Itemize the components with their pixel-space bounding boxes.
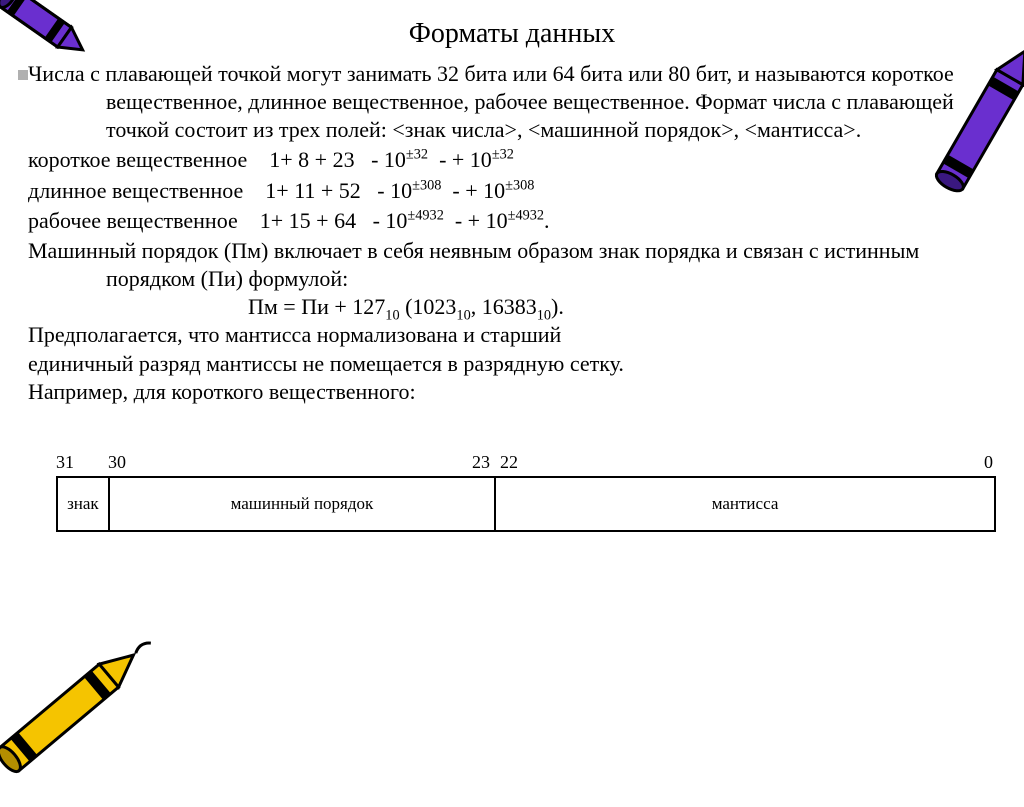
bit-field: машинный порядок [110, 478, 496, 530]
formula-mid1: (1023 [400, 294, 457, 319]
bit-index: 23 [472, 452, 490, 473]
format-range-hi: - + 10 [455, 208, 508, 233]
format-rows: короткое вещественное 1+ 8 + 23 - 10±32 … [28, 146, 996, 234]
format-name: длинное вещественное [28, 178, 243, 203]
format-range-hi: - + 10 [452, 178, 505, 203]
bit-index: 30 [108, 452, 126, 473]
bit-index: 0 [984, 452, 993, 473]
tail-line-2: Например, для короткого вещественного: [28, 378, 996, 406]
slide-title: Форматы данных [28, 18, 996, 50]
format-range-lo: - 10 [377, 178, 412, 203]
bit-field: мантисса [496, 478, 994, 530]
format-name: короткое вещественное [28, 147, 247, 172]
format-name: рабочее вещественное [28, 208, 238, 233]
format-exp-lo: ±4932 [407, 207, 443, 223]
formula-mid2: , 16383 [471, 294, 537, 319]
format-bits: 1+ 8 + 23 [269, 147, 354, 172]
format-exp-hi: ±308 [505, 177, 534, 193]
format-row: длинное вещественное 1+ 11 + 52 - 10±308… [28, 177, 996, 205]
formula-suf: ). [551, 294, 564, 319]
format-exp-lo: ±32 [406, 147, 428, 163]
bit-field-box: знакмашинный порядокмантисса [56, 476, 996, 532]
bit-index: 22 [500, 452, 518, 473]
format-bits: 1+ 11 + 52 [265, 178, 361, 203]
slide-content: Форматы данных Числа с плавающей точкой … [0, 0, 1024, 532]
crayon-bottom-left [0, 607, 170, 807]
tail-line-0: Предполагается, что мантисса нормализова… [28, 321, 996, 349]
format-row: рабочее вещественное 1+ 15 + 64 - 10±493… [28, 207, 996, 235]
body-text: Числа с плавающей точкой могут занимать … [28, 60, 996, 406]
formula-line: Пм = Пи + 12710 (102310, 1638310). [28, 293, 996, 321]
intro-paragraph: Числа с плавающей точкой могут занимать … [28, 60, 996, 144]
format-range-lo: - 10 [371, 147, 406, 172]
format-row: короткое вещественное 1+ 8 + 23 - 10±32 … [28, 146, 996, 174]
bit-index-labels: 31 30 23 22 0 [56, 452, 996, 474]
format-exp-lo: ±308 [412, 177, 441, 193]
tail-line-1: единичный разряд мантиссы не помещается … [28, 350, 996, 378]
format-exp-hi: ±32 [492, 147, 514, 163]
bit-field: знак [58, 478, 110, 530]
bit-index: 31 [56, 452, 74, 473]
format-tail: . [544, 208, 550, 233]
formula-pref: Пм = Пи + 127 [248, 294, 385, 319]
format-bits: 1+ 15 + 64 [260, 208, 356, 233]
order-paragraph: Машинный порядок (Пм) включает в себя не… [28, 237, 996, 293]
format-range-lo: - 10 [373, 208, 408, 233]
bit-layout-diagram: 31 30 23 22 0 знакмашинный порядокмантисса [56, 452, 996, 532]
format-exp-hi: ±4932 [508, 207, 544, 223]
format-range-hi: - + 10 [439, 147, 492, 172]
